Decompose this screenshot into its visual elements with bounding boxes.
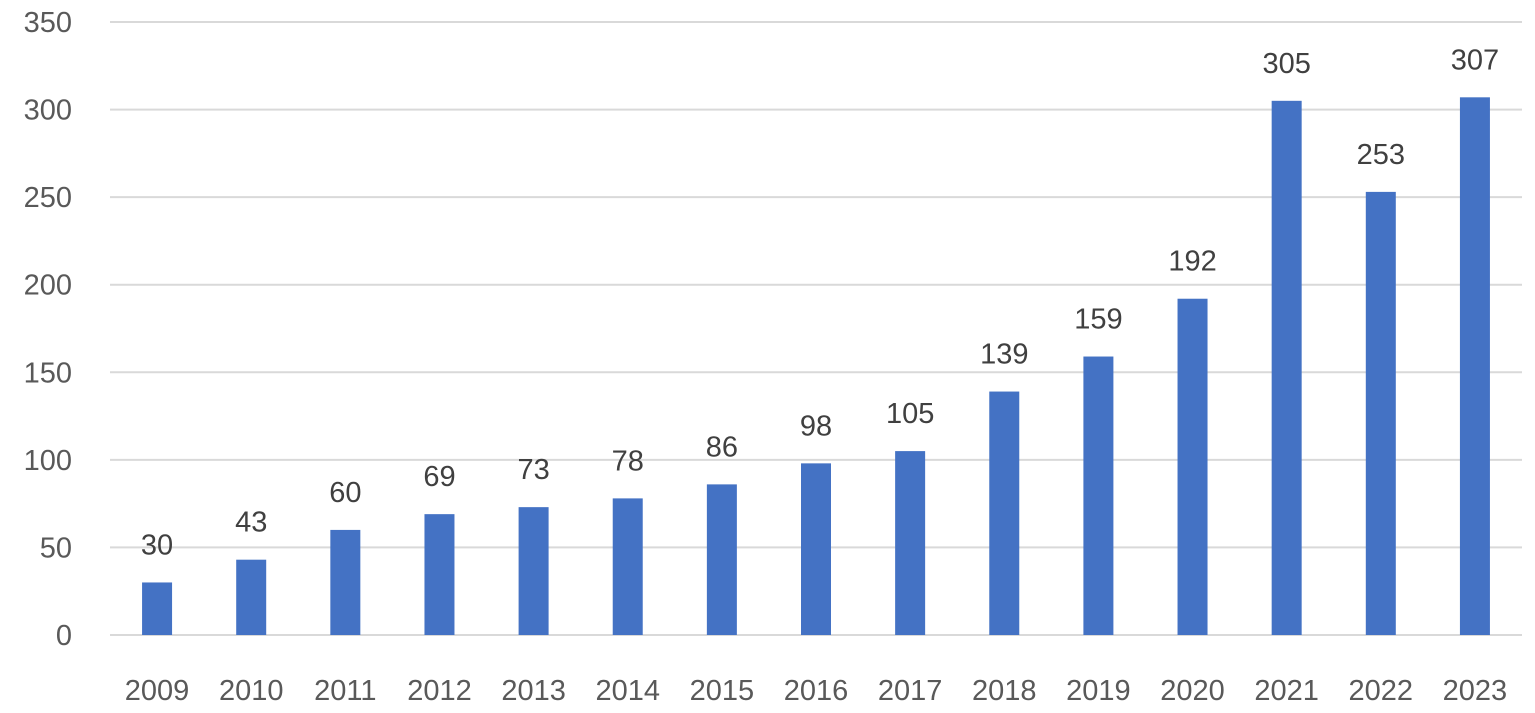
- bar-2012: [424, 514, 455, 635]
- bar-2010: [236, 559, 267, 635]
- data-label-2015: 86: [706, 431, 738, 463]
- x-tick-label-2011: 2011: [314, 675, 376, 707]
- x-tick-label-2020: 2020: [1160, 675, 1225, 707]
- data-label-2023: 307: [1451, 44, 1499, 76]
- x-tick-label-2015: 2015: [690, 675, 755, 707]
- data-label-2010: 43: [235, 507, 267, 539]
- bar-2014: [612, 498, 643, 635]
- data-label-2020: 192: [1168, 246, 1216, 278]
- data-labels: 30 43 60 69 73 78 86 98 105 139 159 192 305 253 307: [141, 44, 1499, 561]
- data-label-2012: 69: [423, 461, 455, 493]
- x-tick-label-2017: 2017: [878, 675, 943, 707]
- bar-2018: [989, 391, 1020, 635]
- x-tick-label-2009: 2009: [125, 675, 190, 707]
- x-tick-label-2018: 2018: [972, 675, 1037, 707]
- x-tick-label-2022: 2022: [1349, 675, 1414, 707]
- x-tick-label-2019: 2019: [1066, 675, 1131, 707]
- y-tick-label: 0: [56, 620, 72, 652]
- x-tick-label-2013: 2013: [501, 675, 566, 707]
- y-tick-label: 350: [24, 7, 72, 39]
- x-tick-label-2012: 2012: [407, 675, 472, 707]
- bar-2021: [1271, 100, 1302, 636]
- data-label-2019: 159: [1074, 304, 1122, 336]
- y-tick-label: 300: [24, 95, 72, 127]
- x-tick-label-2014: 2014: [595, 675, 660, 707]
- bar-2013: [518, 507, 549, 635]
- y-tick-label: 250: [24, 182, 72, 214]
- bar-2016: [801, 463, 831, 635]
- x-tick-label-2023: 2023: [1443, 675, 1508, 707]
- bar-2019: [1083, 356, 1114, 635]
- bar-2011: [330, 529, 361, 635]
- y-tick-label: 50: [40, 532, 72, 564]
- x-tick-label-2016: 2016: [784, 675, 849, 707]
- data-label-2016: 98: [800, 410, 832, 442]
- y-tick-label: 200: [24, 270, 72, 302]
- bar-2022: [1365, 191, 1396, 636]
- x-tick-label-2010: 2010: [219, 675, 284, 707]
- x-axis-tick-labels: 2009 2010 2011 2012 2013 2014 2015 2016 2017 2018…: [125, 675, 1507, 707]
- y-tick-label: 100: [24, 445, 72, 477]
- y-tick-label: 150: [24, 357, 72, 389]
- bar-2017: [895, 451, 926, 635]
- data-label-2014: 78: [612, 445, 644, 477]
- bar-2009: [142, 582, 173, 635]
- bar-2015: [706, 484, 737, 635]
- bars: [142, 97, 1490, 636]
- bar-2023: [1459, 97, 1490, 636]
- data-label-2013: 73: [517, 454, 549, 486]
- data-label-2018: 139: [980, 339, 1028, 371]
- data-label-2009: 30: [141, 529, 173, 561]
- x-tick-label-2021: 2021: [1254, 675, 1319, 707]
- data-label-2021: 305: [1262, 48, 1310, 80]
- bar-2020: [1177, 298, 1208, 635]
- y-axis-tick-labels: 0 50 100 150 200 250 300 350: [24, 7, 72, 652]
- data-label-2022: 253: [1357, 139, 1405, 171]
- data-label-2011: 60: [329, 477, 361, 509]
- data-label-2017: 105: [886, 398, 934, 430]
